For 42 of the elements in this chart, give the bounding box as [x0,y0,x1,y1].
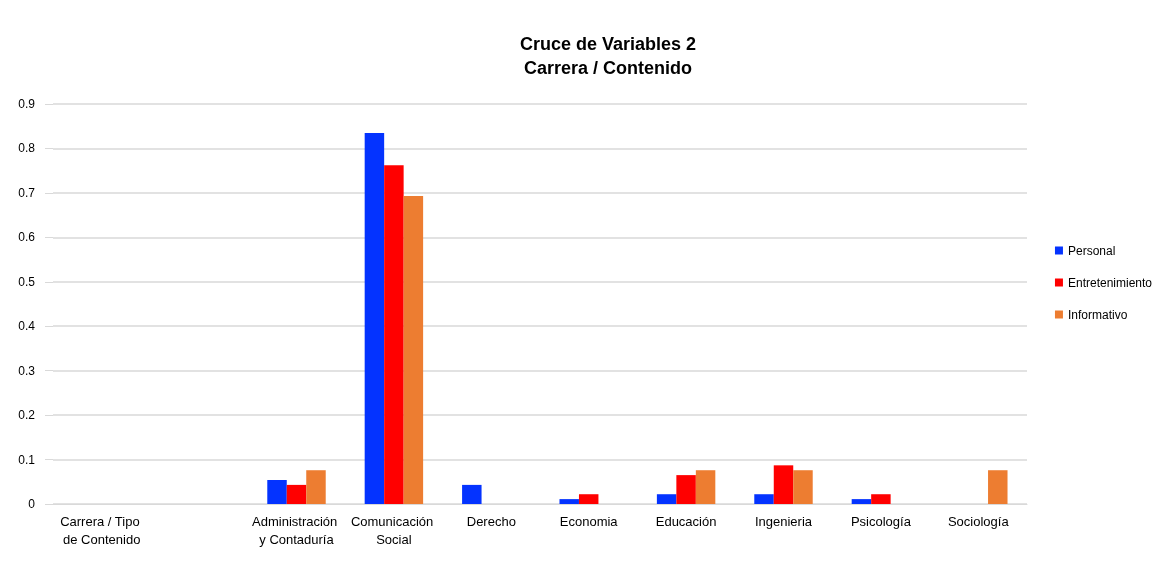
bar [267,480,287,504]
bar [871,494,891,504]
y-tick-label: 0.5 [18,274,36,289]
bar [676,475,696,504]
y-tick-label: 0 [28,497,36,511]
bar [384,165,404,504]
bar [578,494,599,504]
y-tick-label: 0.4 [18,319,36,334]
y-tick-label: 0.6 [18,230,36,245]
y-tick-label: 0.1 [18,452,36,467]
bar [364,132,385,504]
x-tick-label: Psicología [850,513,912,529]
bar [559,499,579,504]
x-tick-label: Administración y Contaduría [252,513,341,547]
legend-label: Informativo [1067,307,1128,322]
bar [306,470,326,504]
x-tick-label: Derecho [466,513,516,529]
chart-title: Cruce de Variables 2 [519,34,697,54]
x-tick-label: Sociología [947,513,1010,529]
x-tick-label: Carrera / Tipo de Contenido [60,513,144,547]
y-tick-label: 0.7 [18,185,36,200]
y-tick-label: 0.2 [18,408,36,423]
x-tick-label: Comunicación Social [350,513,437,547]
legend-label: Entretenimiento [1067,275,1153,290]
bar [851,499,872,504]
bar [793,470,813,504]
x-tick-label: Educación [655,513,717,529]
y-tick-label: 0.3 [18,363,36,378]
bar [656,494,677,504]
chart-subtitle: Carrera / Contenido [523,58,693,78]
bar [462,484,482,504]
bar [286,484,307,504]
x-tick-label: Ingenieria [754,513,813,529]
y-tick-label: 0.9 [18,97,36,111]
bar [754,494,774,504]
y-tick-label: 0.8 [18,141,36,156]
bar [403,196,424,504]
bar [988,470,1008,504]
bar [773,465,794,504]
bar [695,470,716,504]
x-tick-label: Economia [559,513,619,529]
legend-label: Personal [1067,243,1116,258]
